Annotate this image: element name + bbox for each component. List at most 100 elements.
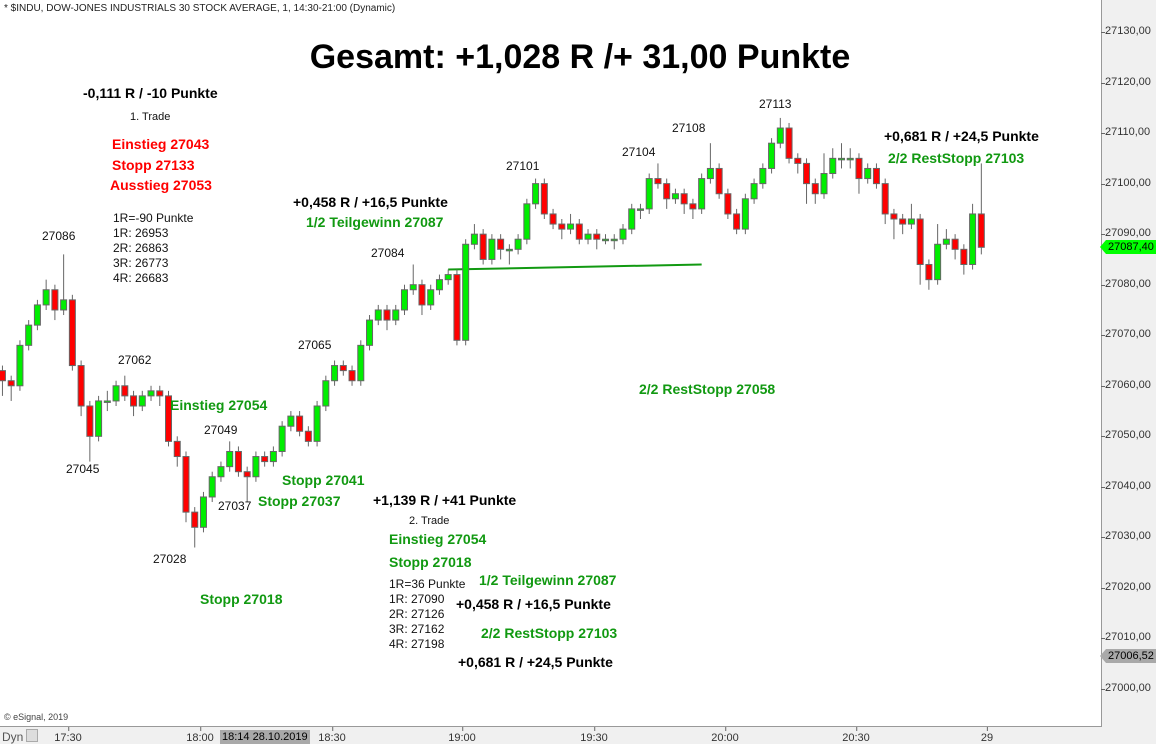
candle <box>663 178 671 209</box>
time-axis[interactable]: Dyn 18:14 28.10.2019 17:30 18:00 18:30 19:0… <box>0 727 1102 744</box>
candle-body <box>776 127 784 144</box>
stop-mark: Stopp 27018 <box>200 591 283 607</box>
candle-body <box>785 127 793 159</box>
lock-icon[interactable] <box>26 729 38 742</box>
candle <box>462 239 470 346</box>
y-tick-label: 27030,00 <box>1101 530 1151 543</box>
price-axis[interactable]: 27130,00 27120,00 27110,00 27100,00 27090,00… <box>1100 0 1156 727</box>
candle <box>820 153 828 199</box>
trade2-r-line: 1R=36 Punkte <box>389 577 466 591</box>
trade1-r-line: 1R=-90 Punkte <box>113 211 194 225</box>
candle <box>846 148 854 169</box>
candle <box>374 304 382 326</box>
candle <box>112 380 120 406</box>
trade2-entry: Einstieg 27054 <box>389 531 487 547</box>
price-label: 27086 <box>42 229 76 243</box>
copyright: © eSignal, 2019 <box>4 712 69 722</box>
candle-body <box>165 395 173 442</box>
candle-body <box>540 183 548 215</box>
candle-body <box>925 263 933 281</box>
candle-body <box>339 365 347 372</box>
trade1-stop: Stopp 27133 <box>112 157 195 173</box>
candle-body <box>68 299 76 367</box>
candle <box>392 304 400 326</box>
candle <box>51 284 59 321</box>
candle <box>261 451 269 467</box>
candle <box>636 203 644 219</box>
candle-body <box>427 289 435 306</box>
cursor-time-label: 18:14 28.10.2019 <box>220 730 310 744</box>
candle-body <box>269 450 277 463</box>
price-label: 27084 <box>371 246 405 260</box>
candle-body <box>138 395 146 407</box>
candle-body <box>689 203 697 210</box>
trade1-r-line: 2R: 26863 <box>113 241 169 255</box>
candle <box>400 284 408 316</box>
entry-mark: Einstieg 27054 <box>170 397 268 413</box>
candle <box>217 461 225 482</box>
candle-body <box>951 238 959 250</box>
candle <box>479 229 487 265</box>
candle <box>42 279 50 310</box>
price-label: 27037 <box>218 499 252 513</box>
candle <box>156 385 164 406</box>
candle-body <box>750 183 758 200</box>
candle-body <box>654 178 662 185</box>
candle <box>269 446 277 467</box>
trade2-r-line: 3R: 27162 <box>389 622 445 636</box>
chart-header: * $INDU, DOW-JONES INDUSTRIALS 30 STOCK … <box>4 3 396 14</box>
y-tick-label: 27040,00 <box>1101 479 1151 492</box>
candle <box>357 340 365 386</box>
trade2-result: +1,139 R / +41 Punkte <box>373 492 517 508</box>
y-tick-label: 27110,00 <box>1100 126 1151 139</box>
candle-body <box>636 208 644 211</box>
candle <box>916 213 924 285</box>
candle-body <box>934 243 942 281</box>
candle-body <box>418 284 426 306</box>
price-label: 27108 <box>672 121 706 135</box>
y-tick-label: 27070,00 <box>1101 328 1151 341</box>
candle-body <box>811 183 819 195</box>
candle-body <box>759 167 767 185</box>
candle <box>226 441 234 472</box>
candle-body <box>733 213 741 230</box>
candle <box>0 365 6 396</box>
candle-body <box>890 213 898 220</box>
candle <box>409 264 417 295</box>
candle <box>418 279 426 316</box>
candle <box>444 269 452 285</box>
candle <box>523 198 531 245</box>
candle-body <box>409 284 417 291</box>
candle <box>977 163 985 255</box>
candle <box>960 244 968 275</box>
candle <box>785 122 793 164</box>
y-tick-label: 27000,00 <box>1101 682 1151 695</box>
candlestick-chart <box>0 117 985 548</box>
candle <box>934 224 942 285</box>
candle-body <box>969 213 977 265</box>
candle-body <box>698 178 706 210</box>
candle-body <box>470 233 478 245</box>
candle <box>837 143 845 169</box>
candle-body <box>435 279 443 291</box>
rest-stop-mark: 2/2 RestStopp 27058 <box>639 381 776 397</box>
candle <box>628 203 636 235</box>
chart-plot-area[interactable]: * $INDU, DOW-JONES INDUSTRIALS 30 STOCK … <box>0 0 1102 727</box>
trade1-label: 1. Trade <box>130 111 171 123</box>
y-tick-label: 27020,00 <box>1101 580 1151 593</box>
y-tick-label: 27130,00 <box>1101 25 1151 37</box>
trade2-partial-result: +0,458 R / +16,5 Punkte <box>456 596 611 612</box>
candle <box>724 188 732 219</box>
x-tick-label: 19:30 <box>580 727 608 744</box>
candle <box>803 158 811 204</box>
candle-body <box>960 248 968 265</box>
candle <box>899 213 907 235</box>
candle <box>147 385 155 401</box>
candle-body <box>191 511 199 528</box>
candle-body <box>287 415 295 427</box>
candle <box>881 178 889 225</box>
trade2-r-line: 2R: 27126 <box>389 607 445 621</box>
candle-body <box>296 415 304 432</box>
candle <box>165 390 173 447</box>
trade2-rest-result: +0,681 R / +24,5 Punkte <box>458 654 613 670</box>
